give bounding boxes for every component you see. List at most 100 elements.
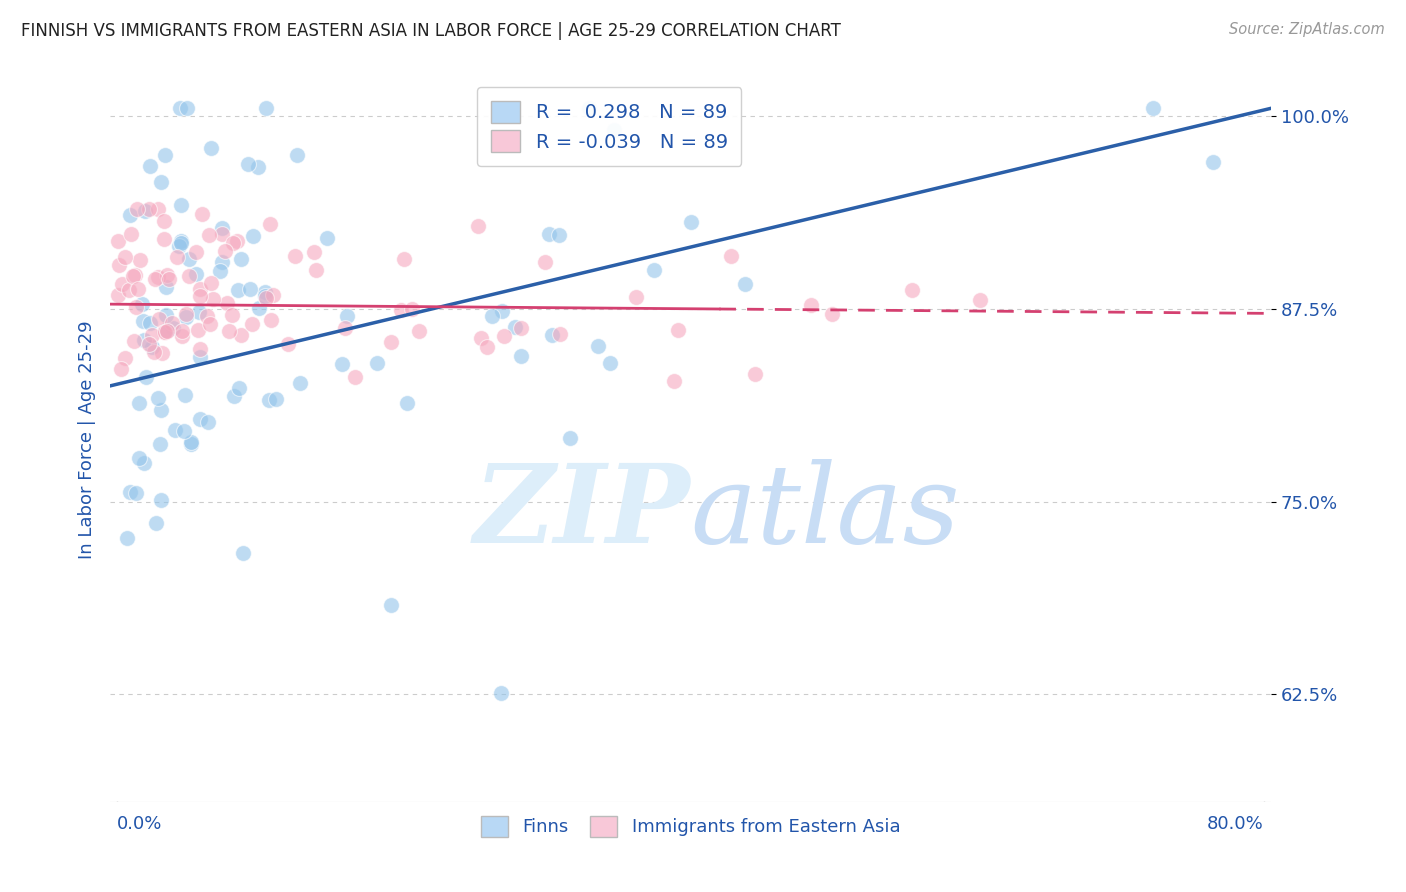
Point: [330, 357, 353, 371]
Point: [242, 228, 264, 243]
Point: [197, 416, 219, 430]
Point: [128, 396, 150, 410]
Point: [146, 391, 169, 405]
Point: [169, 101, 191, 115]
Point: [408, 324, 430, 338]
Point: [149, 437, 172, 451]
Point: [176, 101, 198, 115]
Point: [122, 268, 145, 283]
Point: [152, 232, 174, 246]
Point: [120, 484, 142, 499]
Point: [148, 269, 170, 284]
Point: [548, 326, 571, 341]
Point: [259, 393, 281, 408]
Point: [187, 305, 209, 319]
Text: ZIP: ZIP: [474, 458, 690, 566]
Point: [155, 280, 177, 294]
Point: [114, 251, 136, 265]
Point: [578, 101, 600, 115]
Point: [643, 263, 665, 277]
Point: [134, 334, 156, 348]
Point: [510, 320, 533, 334]
Point: [662, 374, 685, 388]
Point: [118, 283, 141, 297]
Point: [153, 325, 176, 339]
Point: [179, 252, 201, 266]
Point: [149, 175, 172, 189]
Point: [146, 202, 169, 216]
Point: [174, 310, 197, 324]
Point: [253, 285, 276, 299]
Point: [247, 301, 270, 316]
Point: [304, 245, 326, 260]
Point: [366, 356, 388, 370]
Point: [392, 252, 415, 266]
Point: [734, 277, 756, 291]
Point: [277, 337, 299, 351]
Point: [156, 324, 179, 338]
Point: [396, 396, 419, 410]
Point: [135, 369, 157, 384]
Point: [163, 424, 186, 438]
Point: [138, 337, 160, 351]
Point: [134, 456, 156, 470]
Point: [139, 159, 162, 173]
Point: [586, 338, 609, 352]
Point: [122, 334, 145, 349]
Point: [222, 235, 245, 250]
Point: [679, 215, 702, 229]
Point: [138, 202, 160, 216]
Point: [111, 277, 134, 291]
Point: [124, 486, 146, 500]
Point: [108, 258, 131, 272]
Point: [228, 283, 250, 297]
Point: [191, 206, 214, 220]
Point: [470, 331, 492, 345]
Point: [211, 220, 233, 235]
Point: [214, 244, 236, 258]
Point: [155, 308, 177, 322]
Point: [148, 312, 170, 326]
Point: [143, 345, 166, 359]
Point: [547, 228, 569, 243]
Point: [141, 340, 163, 354]
Point: [266, 392, 288, 406]
Text: atlas: atlas: [690, 458, 960, 566]
Point: [128, 253, 150, 268]
Point: [305, 262, 328, 277]
Point: [153, 325, 176, 339]
Point: [131, 297, 153, 311]
Point: [188, 282, 211, 296]
Point: [117, 531, 139, 545]
Point: [800, 298, 823, 312]
Point: [238, 156, 260, 170]
Point: [201, 292, 224, 306]
Point: [624, 290, 647, 304]
Point: [134, 203, 156, 218]
Point: [254, 291, 277, 305]
Point: [491, 303, 513, 318]
Point: [160, 316, 183, 330]
Point: [211, 255, 233, 269]
Point: [260, 313, 283, 327]
Point: [401, 302, 423, 317]
Point: [166, 250, 188, 264]
Point: [150, 345, 173, 359]
Point: [259, 217, 281, 231]
Point: [288, 376, 311, 390]
Point: [316, 231, 339, 245]
Point: [118, 208, 141, 222]
Point: [128, 450, 150, 465]
Point: [188, 411, 211, 425]
Point: [188, 289, 211, 303]
Point: [124, 301, 146, 315]
Point: [537, 227, 560, 242]
Point: [262, 287, 284, 301]
Point: [284, 249, 307, 263]
Point: [120, 227, 142, 242]
Point: [188, 350, 211, 364]
Point: [124, 268, 146, 282]
Point: [969, 293, 991, 307]
Point: [107, 288, 129, 302]
Point: [247, 160, 270, 174]
